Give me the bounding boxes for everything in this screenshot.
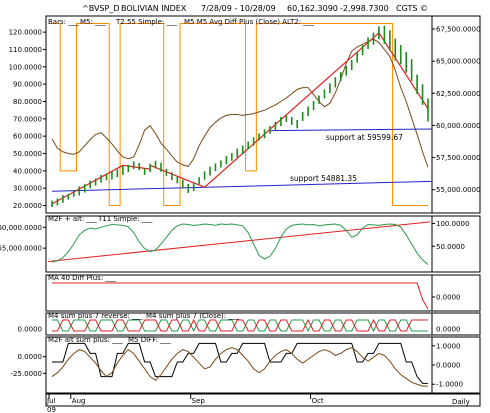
x-axis-strip [45,393,481,407]
osc4-legend-m2f-alt: M2F alt sum plus: ___ [48,336,123,344]
panel-frame-o1 [45,215,481,273]
osc1-right-tick-label: 50.0000 [436,243,465,251]
osc1-left-tick-label: 55,000.0000 [0,245,42,253]
x-axis-tick-label: Jul [46,397,56,405]
series-m5-line [51,38,429,168]
osc4-right-tick-label: 0.0000 [436,362,461,370]
price-right-tick-label: 57,500.0000 [436,154,481,162]
osc4-right-tick-label: -1.0000 [436,381,463,389]
x-axis-tick-label: Oct [312,397,324,405]
avgdiff-trend-segment [149,164,205,188]
x-axis-tick-label: Sep [192,397,206,405]
price-left-tick-label: 50.0000 [13,150,42,158]
osc3-left-tick-label: 0.0000 [18,326,43,334]
osc2-legend-ma40: MA 40 Diff Plus: ___ [48,274,116,282]
price-legend-m5: M5: ___ [80,18,106,26]
panel-frame-o2 [45,274,481,312]
price-left-tick-label: 40.0000 [13,167,42,175]
series-ma40-diff-plus-line [52,282,429,310]
series-m5-diff-line [51,347,428,387]
price-right-tick-label: 62,500.0000 [436,90,481,98]
price-left-tick-label: 100.0000 [9,63,42,71]
osc3-legend-close: M4 sum plus 7 (Close): ___ [146,312,239,320]
osc4-legend-m5diff: M5 DIFF: ___ [128,336,171,344]
price-legend-avgdiff: M5 M5 Avg Diff Plus (Close) ALT2: ___ [184,18,314,26]
price-left-tick-label: 120.0000 [9,29,42,37]
osc3-legend-reverse: M4 sum plus 7 reverse: ___ [48,312,143,320]
price-left-tick-label: 110.0000 [9,46,42,54]
price-left-tick-label: 80.0000 [13,98,42,106]
header-brand: CGTS © [396,4,428,13]
osc1-legend-m2f: M2F + alt: ___ [48,215,97,223]
price-left-tick-label: 90.0000 [13,81,42,89]
osc4-right-tick-label: 1.0000 [436,342,461,350]
price-right-tick-label: 67,500.0000 [436,26,481,34]
chart-marks [47,22,433,387]
support-label-upper: support at 59599.67 [326,133,403,142]
price-left-tick-label: 60.0000 [13,133,42,141]
panel-frame-o3 [45,312,481,336]
support-line-0 [51,180,433,192]
chart-labels: 120.0000 110.0000 100.0000 90.0000 80.0000 70… [0,26,481,413]
header-last-value: 60,162.3090 [287,4,338,13]
header-change: -2,998.7300 [340,4,389,13]
avgdiff-trend-segment [204,32,380,188]
price-right-tick-label: 55,000.0000 [436,186,481,194]
panel-frame-o4 [45,336,481,394]
price-legend-t255: T2.55 Simple: ___ [115,18,178,26]
osc1-right-tick-label: 100.0000 [436,220,469,228]
panel-frames [45,15,481,407]
series-m4-sum-reverse-line [52,318,428,332]
osc2-right-tick-label: 0.0000 [436,294,461,302]
series-m4-sum-close-line [52,319,428,333]
series-m2f-alt-sum-plus-line [52,342,428,384]
panel-frame-price [45,15,481,214]
series-t11-simple-line [47,221,431,262]
avgdiff-trend-segment [378,32,429,110]
price-left-tick-label: 20.0000 [13,202,42,210]
support-line-1 [269,128,433,132]
price-legend-bars: Bars: ___ [48,18,79,26]
header-dates: 7/28/09 - 10/28/09 [201,4,276,13]
series-t255-simple-line [52,22,428,207]
price-left-tick-label: 30.0000 [13,185,42,193]
x-axis-tick-label: 09 [47,406,56,413]
series-m2f-alt-line [51,223,429,265]
header-name: BOLIVIAN INDEX [121,4,187,13]
price-right-tick-label: 65,000.0000 [436,58,481,66]
price-left-tick-label: 70.0000 [13,115,42,123]
osc4-left-tick-label: 0.0000 [18,353,43,361]
x-axis-right-label: Daily [452,398,470,406]
avgdiff-trend-segment [122,164,151,170]
x-axis-tick-label: Aug [72,397,86,405]
support-label-lower: support 54881.35 [290,174,357,183]
osc3-right-tick-label: 0.0000 [436,326,461,334]
osc1-legend-t11: T11 Simple: ___ [97,215,153,223]
avgdiff-trend-segment [51,164,124,205]
header-symbol: ^BVSP_D [82,4,119,13]
osc1-left-tick-label: 60,000.0000 [0,224,42,232]
osc4-left-tick-label: -25.0000 [11,370,42,378]
price-right-tick-label: 60,000.0000 [436,122,481,130]
